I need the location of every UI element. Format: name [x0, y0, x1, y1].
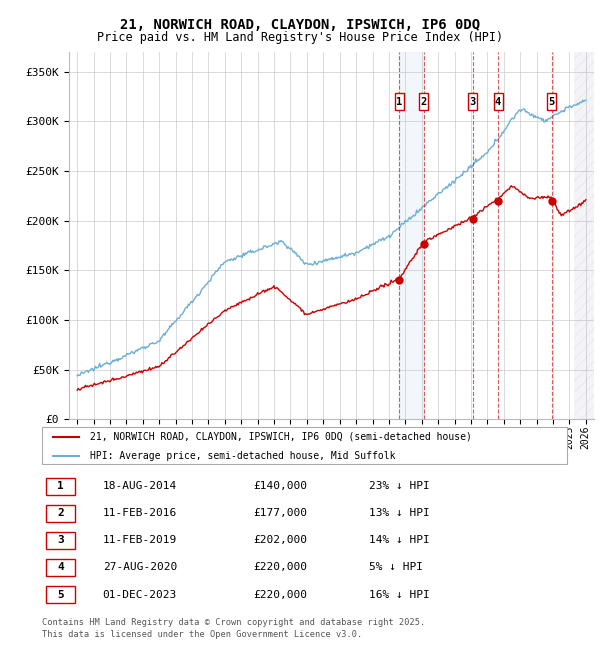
Text: 4: 4 [57, 562, 64, 573]
FancyBboxPatch shape [547, 93, 556, 110]
Text: 4: 4 [495, 97, 501, 107]
FancyBboxPatch shape [419, 93, 428, 110]
Bar [574, 52, 594, 419]
Text: 13% ↓ HPI: 13% ↓ HPI [370, 508, 430, 518]
Text: 11-FEB-2016: 11-FEB-2016 [103, 508, 177, 518]
FancyBboxPatch shape [46, 586, 75, 603]
Text: £220,000: £220,000 [253, 562, 307, 573]
Text: 2: 2 [421, 97, 427, 107]
Text: 3: 3 [57, 536, 64, 545]
Text: 11-FEB-2019: 11-FEB-2019 [103, 536, 177, 545]
Text: £177,000: £177,000 [253, 508, 307, 518]
Text: 27-AUG-2020: 27-AUG-2020 [103, 562, 177, 573]
Text: 14% ↓ HPI: 14% ↓ HPI [370, 536, 430, 545]
Text: Contains HM Land Registry data © Crown copyright and database right 2025.: Contains HM Land Registry data © Crown c… [42, 618, 425, 627]
FancyBboxPatch shape [46, 558, 75, 576]
Text: This data is licensed under the Open Government Licence v3.0.: This data is licensed under the Open Gov… [42, 630, 362, 639]
Text: 5: 5 [57, 590, 64, 599]
Text: 21, NORWICH ROAD, CLAYDON, IPSWICH, IP6 0DQ (semi-detached house): 21, NORWICH ROAD, CLAYDON, IPSWICH, IP6 … [89, 432, 472, 441]
FancyBboxPatch shape [42, 426, 568, 464]
Text: 18-AUG-2014: 18-AUG-2014 [103, 481, 177, 491]
FancyBboxPatch shape [46, 532, 75, 549]
Text: 5% ↓ HPI: 5% ↓ HPI [370, 562, 424, 573]
FancyBboxPatch shape [494, 93, 503, 110]
Text: HPI: Average price, semi-detached house, Mid Suffolk: HPI: Average price, semi-detached house,… [89, 451, 395, 461]
Text: 1: 1 [57, 481, 64, 491]
Text: £202,000: £202,000 [253, 536, 307, 545]
Text: Price paid vs. HM Land Registry's House Price Index (HPI): Price paid vs. HM Land Registry's House … [97, 31, 503, 44]
Text: 1: 1 [396, 97, 402, 107]
Text: 23% ↓ HPI: 23% ↓ HPI [370, 481, 430, 491]
Text: 16% ↓ HPI: 16% ↓ HPI [370, 590, 430, 599]
FancyBboxPatch shape [469, 93, 478, 110]
FancyBboxPatch shape [46, 504, 75, 522]
FancyBboxPatch shape [395, 93, 404, 110]
Text: 2: 2 [57, 508, 64, 518]
Text: £140,000: £140,000 [253, 481, 307, 491]
Text: 01-DEC-2023: 01-DEC-2023 [103, 590, 177, 599]
Bar [399, 52, 424, 419]
FancyBboxPatch shape [46, 478, 75, 495]
Text: 21, NORWICH ROAD, CLAYDON, IPSWICH, IP6 0DQ: 21, NORWICH ROAD, CLAYDON, IPSWICH, IP6 … [120, 18, 480, 32]
Text: 3: 3 [470, 97, 476, 107]
Text: £220,000: £220,000 [253, 590, 307, 599]
Text: 5: 5 [548, 97, 555, 107]
